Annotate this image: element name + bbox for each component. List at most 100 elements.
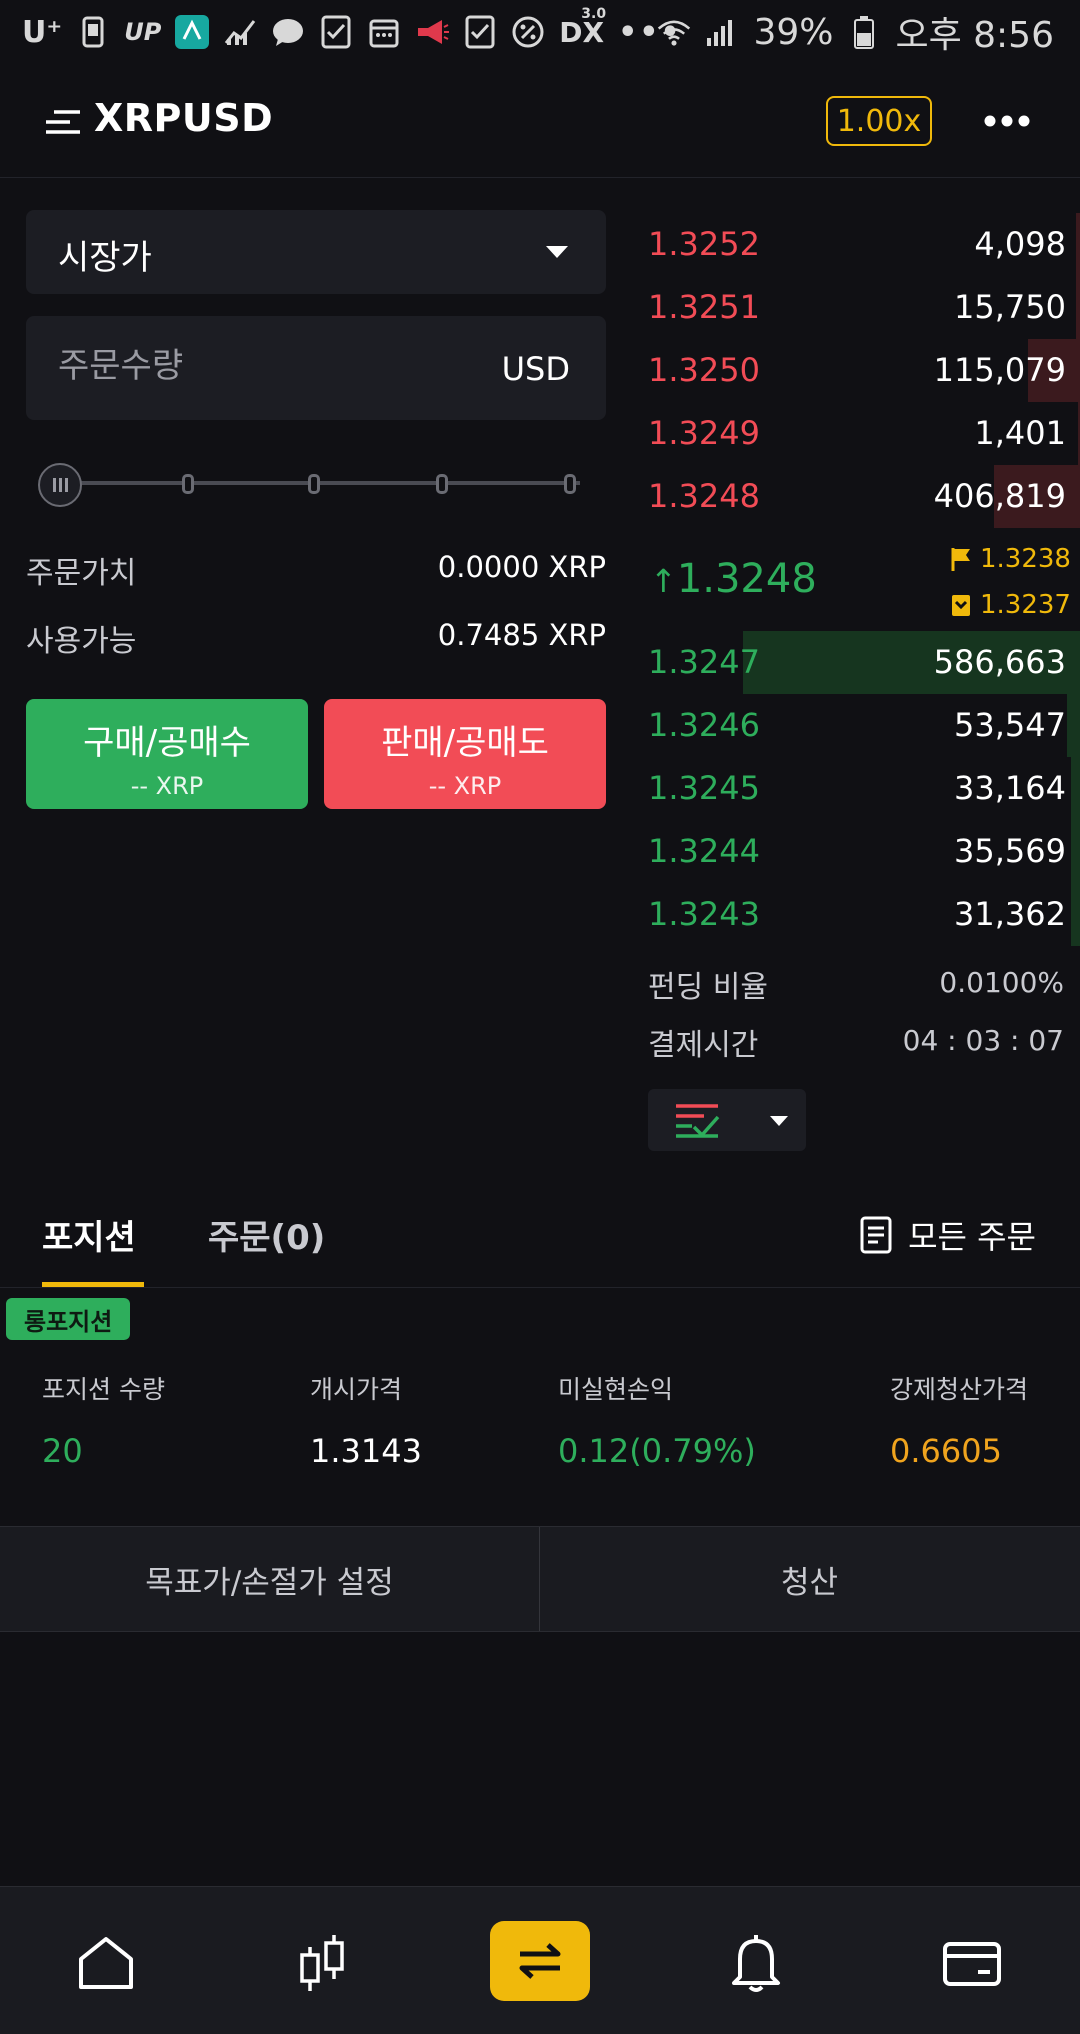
bid-price: 1.3245 <box>648 769 760 807</box>
unrealized-pnl: 0.12(0.79%) <box>558 1432 756 1470</box>
bid-quantity: 35,569 <box>954 832 1066 870</box>
available-row: 사용가능 0.7485 XRP <box>26 616 606 659</box>
trade-swap-icon[interactable] <box>490 1921 590 2001</box>
bid-row[interactable]: 1.3244 35,569 <box>648 820 1080 883</box>
bid-row[interactable]: 1.3245 33,164 <box>648 757 1080 820</box>
ask-row[interactable]: 1.3248 406,819 <box>648 465 1080 528</box>
symbol-title[interactable]: XRPUSD <box>94 96 274 140</box>
order-type-label: 시장가 <box>58 238 152 278</box>
entry-price: 1.3143 <box>310 1432 422 1470</box>
wallet-icon[interactable] <box>932 1923 1012 2003</box>
status-bar-left-icons: U⁺ UP DX 3.0 ••• <box>22 5 682 54</box>
ask-price: 1.3250 <box>648 351 760 389</box>
bid-price: 1.3247 <box>648 643 760 681</box>
order-value-label: 주문가치 <box>26 556 137 591</box>
orderbook-view-select[interactable] <box>648 1089 806 1151</box>
bid-price: 1.3243 <box>648 895 760 933</box>
position-size-column: 포지션 수량 20 <box>42 1370 165 1470</box>
bottom-navigation <box>0 1886 1080 2034</box>
quantity-unit[interactable]: USD <box>501 350 570 388</box>
funding-rate: 0.0100% <box>939 966 1064 999</box>
ask-depth-bar <box>1075 276 1080 339</box>
ask-row[interactable]: 1.3252 4,098 <box>648 213 1080 276</box>
bid-row[interactable]: 1.3243 31,362 <box>648 883 1080 946</box>
bid-depth-bar <box>1071 820 1080 883</box>
mark-price: 1.3238 <box>980 544 1071 574</box>
bid-quantity: 31,362 <box>954 895 1066 933</box>
quantity-slider-handle[interactable] <box>38 463 82 507</box>
ask-depth-bar <box>1028 339 1080 402</box>
quantity-field[interactable]: USD <box>26 316 606 420</box>
index-price: 1.3237 <box>980 590 1071 620</box>
bid-row[interactable]: 1.3246 53,547 <box>648 694 1080 757</box>
settlement-row: 결제시간 04 : 03 : 07 <box>648 1020 1064 1063</box>
index-price-icon <box>952 595 970 616</box>
sell-amount: -- XRP <box>428 772 502 800</box>
sell-short-button[interactable]: 판매/공매도 -- XRP <box>324 699 606 809</box>
clock: 오후 8:56 <box>895 15 1054 56</box>
bell-icon[interactable] <box>716 1923 796 2003</box>
ask-quantity: 4,098 <box>974 225 1066 263</box>
bid-depth-bar <box>1067 694 1080 757</box>
header: XRPUSD 1.00x <box>0 66 1080 178</box>
home-icon[interactable] <box>66 1923 146 2003</box>
chart-icon <box>223 15 257 49</box>
bid-row[interactable]: 1.3247 586,663 <box>648 631 1080 694</box>
signal-icon <box>705 15 739 49</box>
more-notifications-icon: ••• <box>618 14 682 50</box>
percent-icon <box>511 15 545 49</box>
tab-positions[interactable]: 포지션 <box>42 1218 136 1258</box>
ask-price: 1.3251 <box>648 288 760 326</box>
wifi-icon <box>657 15 691 49</box>
buy-label: 구매/공매수 <box>83 723 251 763</box>
liquidation-price-column: 강제청산가격 0.6605 <box>890 1370 1028 1470</box>
quantity-input[interactable] <box>58 346 438 386</box>
tp-sl-button[interactable]: 목표가/손절가 설정 <box>145 1564 394 1601</box>
order-value: 0.0000 XRP <box>437 550 606 584</box>
battery-percent: 39% <box>753 11 834 53</box>
checklist-icon-2 <box>463 15 497 49</box>
close-position-button[interactable]: 청산 <box>780 1564 839 1601</box>
bid-depth-bar <box>1071 883 1080 946</box>
slider-tick-75[interactable] <box>436 474 448 494</box>
quantity-slider-track[interactable] <box>80 481 580 485</box>
entry-price-column: 개시가격 1.3143 <box>310 1370 422 1470</box>
index-price-row: 1.3237 <box>950 590 1071 620</box>
position-size: 20 <box>42 1432 83 1470</box>
ask-row[interactable]: 1.3249 1,401 <box>648 402 1080 465</box>
ask-row[interactable]: 1.3250 115,079 <box>648 339 1080 402</box>
long-position-badge: 롱포지션 <box>6 1298 131 1340</box>
ask-quantity: 406,819 <box>933 477 1066 515</box>
slider-tick-25[interactable] <box>182 474 194 494</box>
position-actions: 목표가/손절가 설정 청산 <box>0 1526 1080 1632</box>
bid-quantity: 53,547 <box>954 706 1066 744</box>
unrealized-pnl-column: 미실현손익 0.12(0.79%) <box>558 1370 756 1470</box>
menu-lines-icon[interactable] <box>44 108 80 136</box>
ask-row[interactable]: 1.3251 15,750 <box>648 276 1080 339</box>
candlestick-icon[interactable] <box>282 1923 362 2003</box>
funding-rate-row: 펀딩 비율 0.0100% <box>648 962 1064 1005</box>
more-dots-icon[interactable] <box>982 106 1032 136</box>
leverage-button[interactable]: 1.00x <box>826 96 932 146</box>
slider-tick-100[interactable] <box>564 474 576 494</box>
all-orders-link[interactable]: 모든 주문 <box>860 1212 1036 1258</box>
status-bar: U⁺ UP DX 3.0 ••• <box>0 0 1080 66</box>
dx-logo: DX 3.0 <box>559 5 607 49</box>
megaphone-icon <box>415 15 450 49</box>
liquidation-price: 0.6605 <box>890 1432 1002 1470</box>
order-type-select[interactable]: 시장가 <box>26 210 606 294</box>
slider-tick-50[interactable] <box>308 474 320 494</box>
action-divider <box>539 1527 540 1631</box>
positions-tabs: 포지션 주문(0) 모든 주문 <box>0 1180 1080 1288</box>
tab-orders[interactable]: 주문(0) <box>208 1218 326 1258</box>
buy-long-button[interactable]: 구매/공매수 -- XRP <box>26 699 308 809</box>
phone-icon <box>76 15 110 49</box>
bid-depth-bar <box>1071 757 1080 820</box>
up-logo: UP <box>124 18 162 46</box>
ask-price: 1.3249 <box>648 414 760 452</box>
chat-icon <box>271 15 305 49</box>
carrier-logo: U⁺ <box>22 14 63 50</box>
battery-icon <box>847 15 881 49</box>
ask-quantity: 15,750 <box>954 288 1066 326</box>
sell-label: 판매/공매도 <box>381 723 549 763</box>
